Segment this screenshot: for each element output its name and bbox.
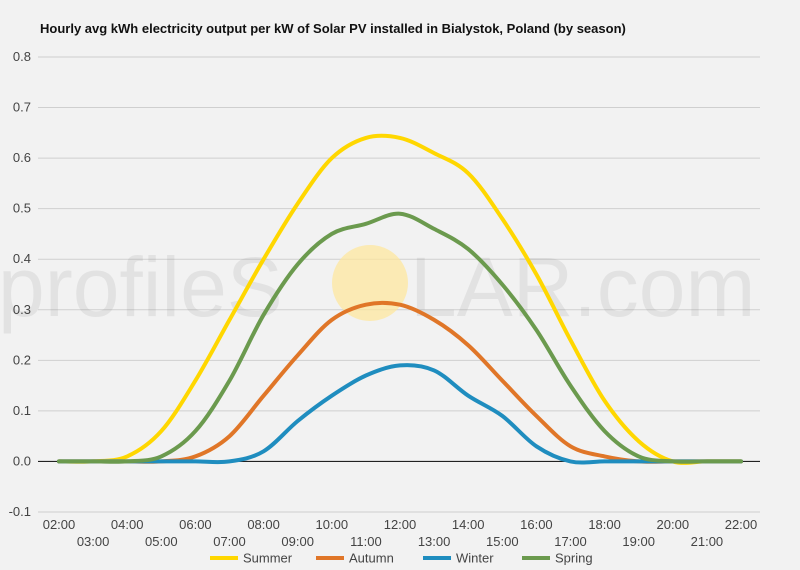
y-tick-label: 0.7 (13, 100, 31, 115)
y-tick-label: 0.5 (13, 201, 31, 216)
y-tick-label: 0.8 (13, 49, 31, 64)
y-tick-label: 0.2 (13, 352, 31, 367)
x-tick-label: 12:00 (384, 517, 417, 532)
x-tick-label: 06:00 (179, 517, 212, 532)
y-tick-label: 0.1 (13, 403, 31, 418)
x-tick-label: 05:00 (145, 534, 178, 549)
watermark: profileS LAR.com (0, 240, 755, 334)
x-tick-label: 14:00 (452, 517, 485, 532)
watermark-text-left: profileS (0, 240, 283, 334)
x-tick-label: 02:00 (43, 517, 76, 532)
x-tick-label: 09:00 (281, 534, 314, 549)
x-tick-label: 15:00 (486, 534, 519, 549)
chart-title: Hourly avg kWh electricity output per kW… (40, 21, 626, 36)
x-axis: 02:0003:0004:0005:0006:0007:0008:0009:00… (43, 517, 758, 549)
watermark-sun-icon (332, 245, 408, 321)
series-line-winter (57, 363, 743, 465)
series-line-summer (57, 133, 743, 465)
series-line-spring (57, 211, 743, 464)
x-tick-label: 20:00 (657, 517, 690, 532)
watermark-text-right: LAR.com (410, 240, 755, 334)
x-tick-label: 21:00 (691, 534, 724, 549)
legend-label-winter: Winter (456, 551, 494, 566)
x-tick-label: 13:00 (418, 534, 451, 549)
series-lines (57, 133, 743, 465)
legend-label-autumn: Autumn (349, 551, 394, 566)
x-tick-label: 11:00 (350, 534, 382, 549)
x-tick-label: 07:00 (213, 534, 246, 549)
legend-label-summer: Summer (243, 551, 293, 566)
x-tick-label: 10:00 (316, 517, 349, 532)
y-axis: -0.1 0.0 0.1 0.2 0.3 0.4 0.5 0.6 0.7 0.8 (9, 49, 31, 519)
y-tick-label: 0.3 (13, 302, 31, 317)
y-tick-label: 0.4 (13, 251, 31, 266)
legend-label-spring: Spring (555, 551, 593, 566)
x-tick-label: 18:00 (588, 517, 621, 532)
y-tick-label: -0.1 (9, 504, 31, 519)
y-tick-label: 0.6 (13, 150, 31, 165)
x-tick-label: 04:00 (111, 517, 144, 532)
x-tick-label: 17:00 (554, 534, 587, 549)
x-tick-label: 19:00 (622, 534, 655, 549)
x-tick-label: 03:00 (77, 534, 110, 549)
legend: Summer Autumn Winter Spring (210, 551, 593, 566)
x-tick-label: 22:00 (725, 517, 758, 532)
y-tick-label: 0.0 (13, 453, 31, 468)
x-tick-label: 16:00 (520, 517, 553, 532)
x-tick-label: 08:00 (247, 517, 280, 532)
